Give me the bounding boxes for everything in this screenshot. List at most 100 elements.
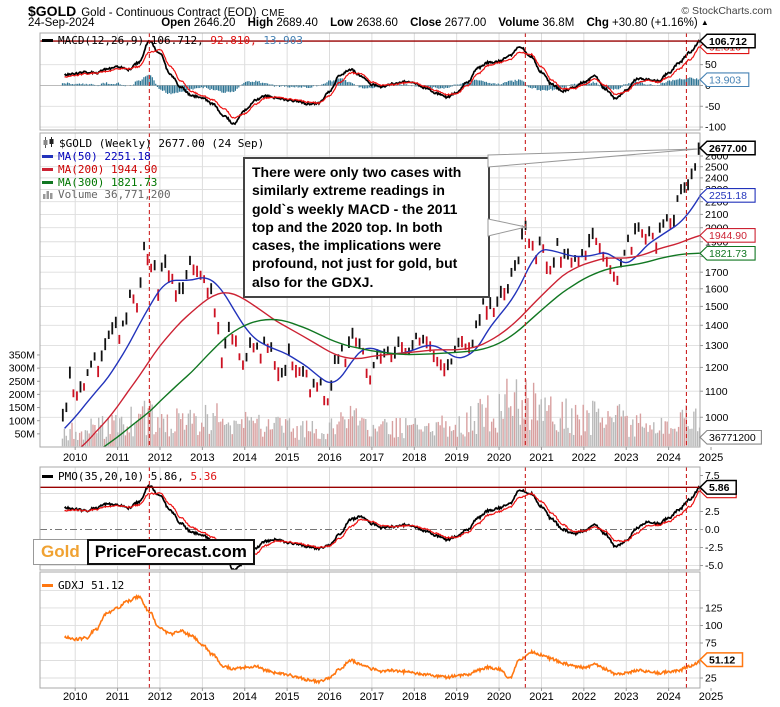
svg-text:350M: 350M (9, 350, 35, 362)
svg-text:2019: 2019 (444, 691, 468, 703)
goldpriceforecast-logo: Gold PriceForecast.com (33, 539, 255, 565)
svg-text:13.903: 13.903 (709, 74, 741, 86)
svg-text:1400: 1400 (705, 320, 729, 332)
svg-text:-2.5: -2.5 (705, 542, 723, 554)
svg-text:5.86: 5.86 (709, 482, 730, 494)
volume-legend: Volume 36,771,200 (42, 189, 171, 201)
svg-text:0.0: 0.0 (705, 524, 720, 536)
ma300-legend: MA(300) 1821.73 (42, 177, 157, 188)
svg-text:2023: 2023 (614, 452, 638, 464)
quote-low: Low 2638.60 (330, 17, 398, 29)
svg-text:2013: 2013 (190, 452, 214, 464)
svg-text:300M: 300M (9, 363, 35, 375)
macd-hist-value: 13.903 (263, 34, 304, 47)
svg-text:2018: 2018 (402, 452, 426, 464)
quote-date: 24-Sep-2024 (28, 17, 95, 29)
macd-label: MACD(12,26,9) (58, 34, 145, 47)
ma50-legend: MA(50) 2251.18 (42, 151, 151, 162)
svg-text:2015: 2015 (275, 691, 299, 703)
svg-text:7.5: 7.5 (705, 470, 720, 482)
svg-text:1200: 1200 (705, 362, 729, 374)
svg-text:2020: 2020 (487, 452, 511, 464)
svg-text:2011: 2011 (106, 691, 130, 703)
svg-text:2011: 2011 (106, 452, 130, 464)
macd-line-icon (42, 39, 53, 42)
gdxj-line-icon (42, 584, 53, 587)
svg-text:2022: 2022 (572, 452, 596, 464)
panel-gdxj: 125 100 75 25 51.12 (39, 571, 744, 689)
svg-text:2013: 2013 (190, 691, 214, 703)
svg-text:1600: 1600 (705, 283, 729, 295)
symbol-ticker: $GOLD (28, 3, 77, 19)
quote-volume: Volume 36.8M (498, 17, 575, 29)
svg-text:1500: 1500 (705, 301, 729, 313)
gdxj-value: 51.12 (91, 579, 125, 592)
quote-close: Close 2677.00 (410, 17, 487, 29)
svg-text:2024: 2024 (656, 452, 680, 464)
stockcharts-credit: © StockCharts.com (681, 5, 772, 17)
pmo-value: 5.86, (150, 470, 184, 483)
svg-text:2017: 2017 (360, 452, 384, 464)
svg-text:36771200: 36771200 (709, 432, 756, 444)
volume-label: Volume 36,771,200 (58, 188, 171, 201)
svg-text:1100: 1100 (705, 386, 728, 398)
svg-text:2025: 2025 (699, 691, 723, 703)
svg-text:2100: 2100 (705, 209, 729, 221)
logo-priceforecast: PriceForecast.com (86, 539, 255, 565)
svg-text:51.12: 51.12 (709, 655, 735, 667)
svg-text:2400: 2400 (705, 172, 729, 184)
ma50-line-icon (42, 155, 53, 158)
svg-text:2500: 2500 (705, 161, 729, 173)
ma300-label: MA(300) 1821.73 (58, 176, 158, 189)
svg-text:2021: 2021 (529, 452, 553, 464)
svg-text:2025: 2025 (699, 452, 723, 464)
svg-text:75: 75 (705, 638, 717, 650)
svg-text:1300: 1300 (705, 340, 729, 352)
svg-text:2012: 2012 (148, 691, 172, 703)
pmo-label: PMO(35,20,10) (58, 470, 145, 483)
gdxj-label: GDXJ (58, 579, 85, 592)
quote-row: 24-Sep-2024 Open 2646.20 High 2689.40 Lo… (28, 17, 718, 29)
svg-text:1700: 1700 (705, 267, 729, 279)
svg-text:2019: 2019 (444, 452, 468, 464)
gdxj-legend: GDXJ 51.12 (42, 580, 124, 591)
pmo-signal-value: 5.36 (190, 470, 217, 483)
svg-text:50M: 50M (15, 428, 35, 440)
symbol-name: Gold - Continuous Contract (EOD) (81, 7, 257, 19)
quote-open: Open 2646.20 (161, 17, 236, 29)
ma200-legend: MA(200) 1944.90 (42, 164, 157, 175)
svg-text:1821.73: 1821.73 (709, 248, 747, 260)
macd-value: 106.712, (150, 34, 204, 47)
macd-legend: MACD(12,26,9) 106.712, 92.810, 13.903 (42, 35, 303, 46)
pmo-line-icon (42, 475, 53, 478)
ma200-line-icon (42, 168, 53, 171)
svg-text:2.5: 2.5 (705, 506, 720, 518)
svg-text:2010: 2010 (63, 452, 87, 464)
candlestick-icon (42, 137, 55, 150)
svg-text:2017: 2017 (360, 691, 384, 703)
svg-text:-100: -100 (705, 122, 726, 134)
svg-text:2021: 2021 (529, 691, 553, 703)
svg-text:100: 100 (705, 620, 723, 632)
price-legend-symbol: $GOLD (Weekly) 2677.00 (24 Sep) (42, 137, 264, 150)
svg-text:2677.00: 2677.00 (709, 143, 747, 155)
svg-text:125: 125 (705, 603, 723, 615)
svg-text:50: 50 (705, 59, 717, 71)
svg-text:200M: 200M (9, 389, 35, 401)
svg-text:25: 25 (705, 673, 717, 685)
ma300-line-icon (42, 181, 53, 184)
annotation-callout: There were only two cases with similarly… (243, 157, 490, 299)
symbol-exchange: CME (261, 8, 286, 19)
pmo-legend: PMO(35,20,10) 5.86, 5.36 (42, 471, 217, 482)
price-legend-label: $GOLD (Weekly) 2677.00 (24 Sep) (59, 137, 265, 150)
svg-text:2020: 2020 (487, 691, 511, 703)
svg-text:2010: 2010 (63, 691, 87, 703)
svg-text:100M: 100M (9, 415, 35, 427)
macd-signal-value: 92.810, (210, 34, 257, 47)
volume-bars-icon (42, 189, 54, 201)
logo-gold: Gold (33, 539, 88, 565)
svg-text:-5.0: -5.0 (705, 560, 723, 572)
